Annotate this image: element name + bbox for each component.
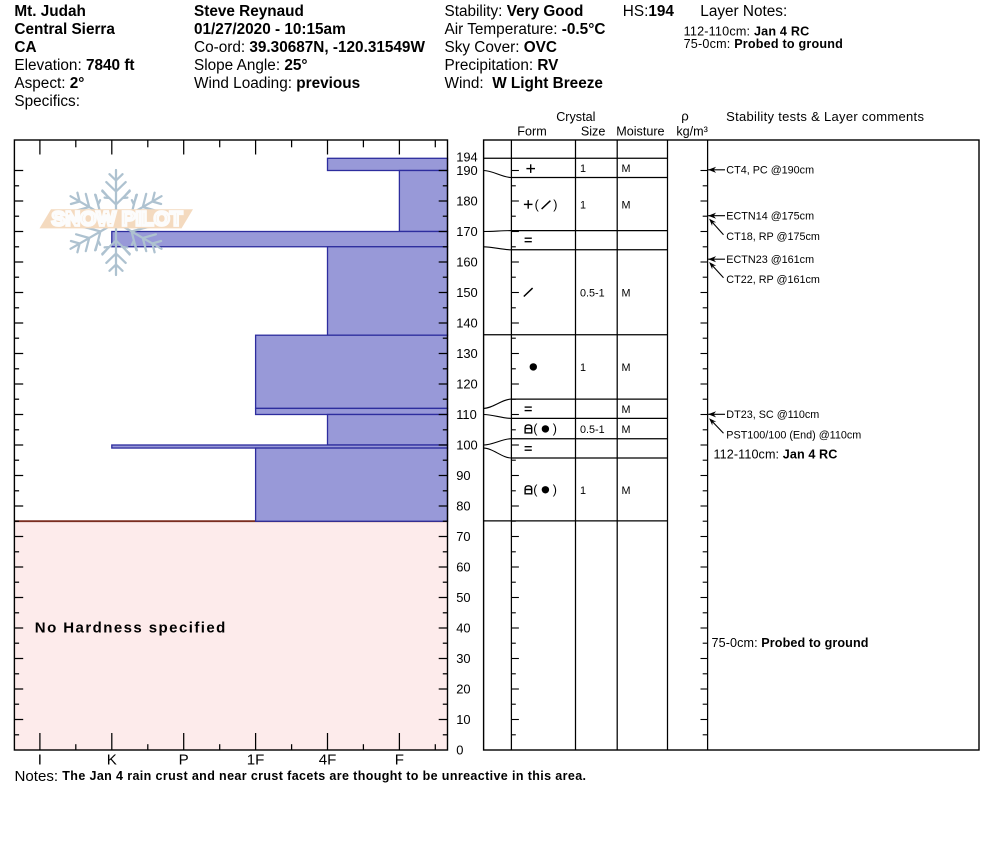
svg-text:Steve Reynaud: Steve Reynaud xyxy=(194,3,304,20)
svg-text:112-110cm: Jan 4 RC: 112-110cm: Jan 4 RC xyxy=(714,447,838,461)
svg-text:): ) xyxy=(553,422,557,436)
svg-text:Aspect: 2°: Aspect: 2° xyxy=(14,75,84,92)
svg-text:180: 180 xyxy=(456,194,478,209)
svg-text:The Jan 4 rain crust and near: The Jan 4 rain crust and near crust face… xyxy=(62,769,586,783)
svg-text:M: M xyxy=(622,199,631,211)
svg-text:150: 150 xyxy=(456,285,478,300)
svg-text:Size: Size xyxy=(581,125,606,139)
svg-text:Elevation: 7840 ft: Elevation: 7840 ft xyxy=(14,57,134,74)
svg-text:DT23, SC @110cm: DT23, SC @110cm xyxy=(726,409,819,421)
svg-text:Notes:: Notes: xyxy=(15,768,59,785)
svg-text:10: 10 xyxy=(456,712,470,727)
svg-text:75-0cm: Probed to ground: 75-0cm: Probed to ground xyxy=(712,636,869,650)
svg-text:M: M xyxy=(622,362,631,374)
svg-text:F: F xyxy=(395,752,404,769)
svg-text:Stability: Very Good: Stability: Very Good xyxy=(445,3,584,20)
svg-text:CA: CA xyxy=(14,39,36,56)
svg-text:20: 20 xyxy=(456,682,470,697)
svg-text:(: ( xyxy=(533,422,538,436)
svg-text:130: 130 xyxy=(456,346,478,361)
svg-text:CT4, PC @190cm: CT4, PC @190cm xyxy=(726,165,814,177)
svg-text:1: 1 xyxy=(580,199,586,211)
svg-text:CT18, RP @175cm: CT18, RP @175cm xyxy=(726,231,820,243)
svg-text:SNOW PILOT: SNOW PILOT xyxy=(52,208,183,231)
svg-text:Central Sierra: Central Sierra xyxy=(14,21,115,38)
svg-text:M: M xyxy=(622,485,631,497)
svg-text:112-110cm: Jan 4 RC: 112-110cm: Jan 4 RC xyxy=(684,24,810,38)
svg-text:110: 110 xyxy=(456,407,477,422)
svg-text:): ) xyxy=(553,198,557,212)
svg-text:M: M xyxy=(622,424,631,436)
svg-text:75-0cm: Probed to ground: 75-0cm: Probed to ground xyxy=(684,37,843,51)
svg-text:Layer Notes:: Layer Notes: xyxy=(700,3,787,20)
svg-text:Co-ord: 39.30687N, -120.31549W: Co-ord: 39.30687N, -120.31549W xyxy=(194,39,425,56)
svg-text:M: M xyxy=(622,404,631,416)
svg-text:ECTN23 @161cm: ECTN23 @161cm xyxy=(726,254,814,266)
svg-text:HS:194: HS:194 xyxy=(623,3,675,20)
svg-text:1F: 1F xyxy=(247,752,265,769)
svg-text:): ) xyxy=(553,483,557,497)
svg-text:170: 170 xyxy=(456,224,478,239)
svg-text:4F: 4F xyxy=(319,752,337,769)
svg-text:190: 190 xyxy=(456,163,478,178)
svg-text:0: 0 xyxy=(456,743,463,758)
svg-text:194: 194 xyxy=(456,149,478,164)
svg-text:ρ: ρ xyxy=(681,108,689,123)
svg-text:Slope Angle: 25°: Slope Angle: 25° xyxy=(194,57,308,74)
svg-text:kg/m³: kg/m³ xyxy=(676,125,707,139)
svg-text:ECTN14 @175cm: ECTN14 @175cm xyxy=(726,211,814,223)
svg-text:P: P xyxy=(179,752,189,769)
svg-text:Moisture: Moisture xyxy=(616,125,664,139)
svg-text:PST100/100 (End) @110cm: PST100/100 (End) @110cm xyxy=(726,430,861,442)
svg-text:M: M xyxy=(622,163,631,175)
svg-text:40: 40 xyxy=(456,621,470,636)
svg-text:90: 90 xyxy=(456,468,470,483)
svg-text:70: 70 xyxy=(456,529,470,544)
svg-text:30: 30 xyxy=(456,651,470,666)
svg-text:Crystal: Crystal xyxy=(556,110,595,124)
svg-text:Specifics:: Specifics: xyxy=(14,93,80,110)
svg-text:0.5-1: 0.5-1 xyxy=(580,288,605,300)
svg-text:50: 50 xyxy=(456,590,470,605)
svg-text:(: ( xyxy=(535,198,540,212)
svg-text:1: 1 xyxy=(580,485,586,497)
svg-text:100: 100 xyxy=(456,438,478,453)
svg-text:Form: Form xyxy=(517,125,546,139)
svg-text:01/27/2020 - 10:15am: 01/27/2020 - 10:15am xyxy=(194,21,346,38)
svg-text:0.5-1: 0.5-1 xyxy=(580,424,605,436)
svg-text:Stability tests & Layer commen: Stability tests & Layer comments xyxy=(726,109,924,124)
svg-text:Precipitation: RV: Precipitation: RV xyxy=(445,57,560,74)
svg-text:CT22, RP @161cm: CT22, RP @161cm xyxy=(726,274,820,286)
svg-text:1: 1 xyxy=(580,362,586,374)
svg-text:No Hardness specified: No Hardness specified xyxy=(35,620,227,637)
svg-text:80: 80 xyxy=(456,499,470,514)
svg-text:140: 140 xyxy=(456,316,478,331)
svg-text:1: 1 xyxy=(580,163,586,175)
svg-text:Wind: W Light Breeze: Wind: W Light Breeze xyxy=(445,75,603,92)
svg-text:(: ( xyxy=(533,483,538,497)
svg-text:Wind Loading: previous: Wind Loading: previous xyxy=(194,75,360,92)
svg-text:120: 120 xyxy=(456,377,478,392)
svg-text:K: K xyxy=(107,752,117,769)
svg-text:160: 160 xyxy=(456,255,478,270)
svg-text:Sky Cover: OVC: Sky Cover: OVC xyxy=(445,39,557,56)
svg-text:Air Temperature: -0.5°C: Air Temperature: -0.5°C xyxy=(445,21,606,38)
svg-text:M: M xyxy=(622,288,631,300)
svg-text:I: I xyxy=(38,752,42,769)
svg-text:Mt. Judah: Mt. Judah xyxy=(14,3,86,20)
svg-text:60: 60 xyxy=(456,560,470,575)
